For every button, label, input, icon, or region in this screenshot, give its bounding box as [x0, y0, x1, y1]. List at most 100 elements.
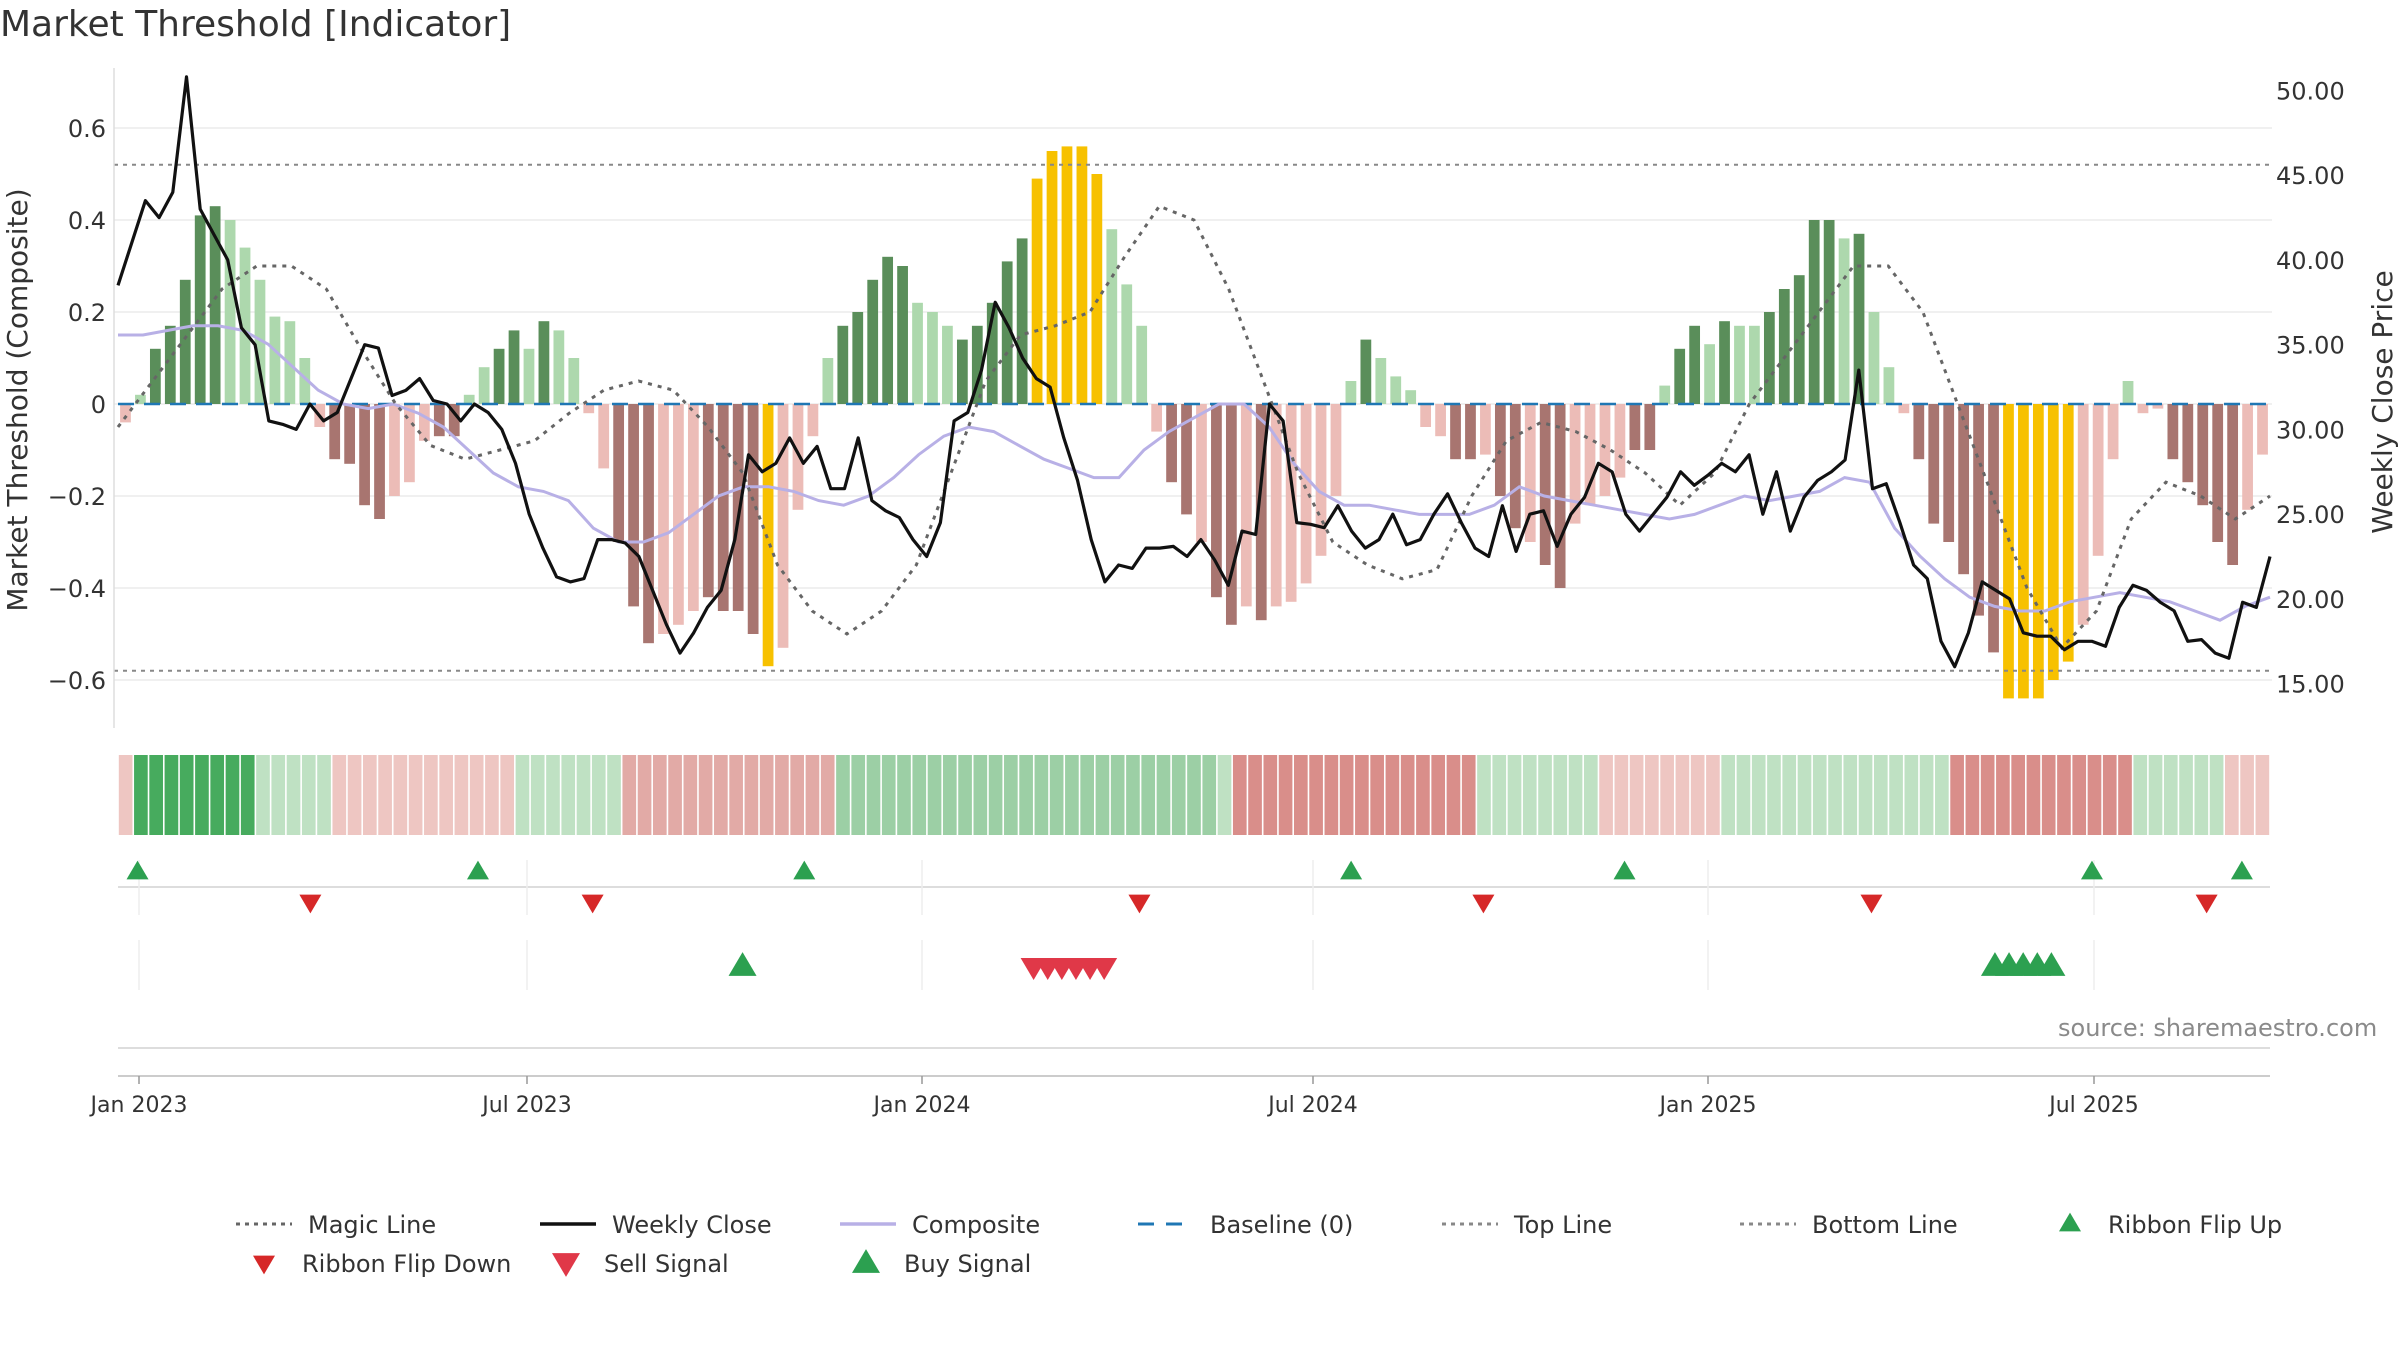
bar	[927, 312, 938, 404]
magic-line	[116, 204, 2271, 651]
bar	[1539, 404, 1551, 565]
left-tick-label: −0.2	[48, 483, 106, 511]
bar	[673, 404, 684, 625]
bar	[1644, 404, 1656, 450]
x-tick-label: Jul 2024	[1266, 1093, 1358, 1118]
right-axis-title: Weekly Close Price	[2366, 270, 2399, 533]
ribbon-segment	[1736, 755, 1751, 835]
left-tick-label: 0	[91, 391, 106, 419]
ribbon-segment	[408, 755, 423, 835]
ribbon-segment	[2179, 755, 2193, 835]
ribbon-segment	[1171, 755, 1186, 835]
ribbon-segment	[1339, 755, 1354, 835]
ribbon-segment	[1248, 755, 1262, 835]
ribbon-segment	[149, 755, 163, 835]
bar	[1838, 238, 1850, 404]
bar	[1898, 404, 1910, 414]
ribbon-segment	[1187, 755, 1201, 835]
bar	[135, 394, 146, 404]
legend-label: Ribbon Flip Up	[2108, 1211, 2282, 1239]
bar	[1494, 404, 1506, 496]
bar	[702, 404, 714, 598]
ribbon-flip-down-marker	[2195, 894, 2218, 914]
buy-signal-marker	[2037, 952, 2066, 976]
ribbon-segment	[698, 755, 713, 835]
bar	[344, 404, 356, 464]
bar	[2003, 404, 2014, 699]
bar	[1196, 404, 1207, 542]
bar	[956, 339, 968, 404]
ribbon-segment	[866, 755, 881, 835]
bar	[2257, 404, 2268, 455]
bar	[1793, 275, 1805, 404]
ribbon-segment	[2102, 755, 2117, 835]
legend-item: Bottom Line	[1740, 1211, 1958, 1239]
ribbon-segment	[1507, 755, 1522, 835]
ribbon-segment	[1873, 755, 1888, 835]
bar	[2152, 404, 2164, 409]
legend-label: Composite	[912, 1211, 1040, 1239]
bar	[1808, 220, 1820, 404]
ribbon-segment	[576, 755, 591, 835]
bar	[882, 256, 894, 404]
ribbon-segment	[851, 755, 866, 835]
bar	[1211, 404, 1222, 598]
bar	[2212, 404, 2224, 542]
bar	[1181, 404, 1192, 515]
bar	[1763, 312, 1775, 404]
weekly-close-line	[116, 75, 2272, 669]
ribbon-segment	[1492, 755, 1507, 835]
bar	[2107, 404, 2119, 460]
bar	[508, 330, 520, 404]
reference-lines	[114, 163, 2272, 672]
ribbon-segment	[607, 755, 621, 835]
ribbon-segment	[1721, 755, 1736, 835]
ribbon-segment	[2087, 755, 2102, 835]
ribbon-segment	[836, 755, 850, 835]
buy-signal-marker	[728, 952, 757, 976]
bar	[1674, 348, 1686, 404]
ribbon-segment	[759, 755, 774, 835]
ribbon-segment	[1629, 755, 1644, 835]
legend-swatch	[852, 1249, 880, 1273]
bar	[1973, 404, 1984, 616]
bar	[2077, 404, 2089, 625]
bar	[1569, 404, 1581, 524]
bar	[568, 358, 580, 404]
ribbon-segment	[424, 755, 438, 835]
bar	[1255, 404, 1267, 621]
ribbon-segment	[2148, 755, 2163, 835]
bar	[1270, 404, 1282, 607]
legend-label: Weekly Close	[612, 1211, 772, 1239]
bar	[1225, 404, 1237, 625]
ribbon-segment	[332, 755, 347, 835]
bar	[1719, 321, 1730, 404]
ribbon-segment	[683, 755, 698, 835]
bar	[717, 404, 729, 611]
ribbon-flip-up-marker	[1613, 860, 1636, 880]
ribbon-segment	[485, 755, 499, 835]
signal-markers	[118, 860, 2270, 1077]
bar	[747, 404, 759, 634]
bar	[807, 404, 819, 437]
ribbon-segment	[2209, 755, 2224, 835]
legend-swatch	[2059, 1212, 2081, 1232]
ribbon-segment	[2133, 755, 2148, 835]
bar	[971, 325, 983, 404]
bar	[478, 367, 490, 404]
ribbon-segment	[942, 755, 957, 835]
bar	[1614, 404, 1626, 478]
right-tick-label: 25.00	[2276, 501, 2345, 529]
bar	[598, 404, 610, 469]
bar	[1121, 284, 1133, 404]
ribbon-segment	[2026, 755, 2041, 835]
ribbon-segment	[1889, 755, 1903, 835]
bar	[374, 404, 385, 519]
ribbon-segment	[1400, 755, 1415, 835]
ribbon-segment	[1446, 755, 1461, 835]
bar	[209, 206, 221, 404]
x-tick-label: Jan 2024	[872, 1093, 971, 1118]
bar	[553, 330, 565, 404]
bar	[2167, 404, 2179, 460]
